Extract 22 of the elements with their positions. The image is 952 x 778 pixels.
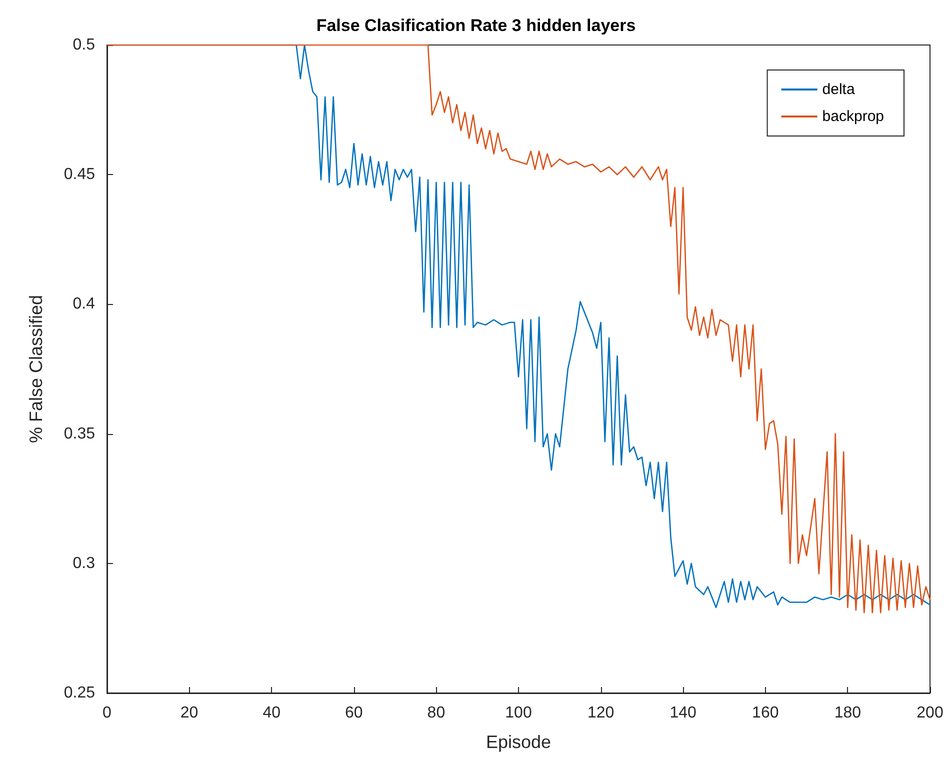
y-tick-label: 0.5 [72,36,96,54]
y-tick-label: 0.4 [72,296,96,313]
x-tick-label: 20 [180,704,198,722]
x-axis-title: Episode [486,732,552,752]
x-tick-label: 140 [670,704,697,722]
legend-label: backprop [822,108,884,125]
chart-title: False Clasification Rate 3 hidden layers [316,16,636,35]
x-tick-label: 0 [102,704,112,722]
x-tick-label: 200 [916,704,944,722]
x-tick-label: 160 [752,704,779,722]
x-tick-label: 60 [345,704,363,722]
x-tick-label: 180 [834,704,862,722]
x-tick-label: 100 [505,704,532,722]
x-tick-label: 80 [427,704,446,722]
x-tick-label: 120 [587,704,614,722]
y-tick-label: 0.35 [64,425,96,442]
y-axis-title: % False Classified [26,294,46,444]
x-tick-label: 40 [262,704,281,722]
y-tick-label: 0.3 [72,554,96,572]
y-tick-label: 0.25 [64,684,96,702]
y-tick-label: 0.45 [64,166,96,184]
legend-label: delta [822,81,856,98]
